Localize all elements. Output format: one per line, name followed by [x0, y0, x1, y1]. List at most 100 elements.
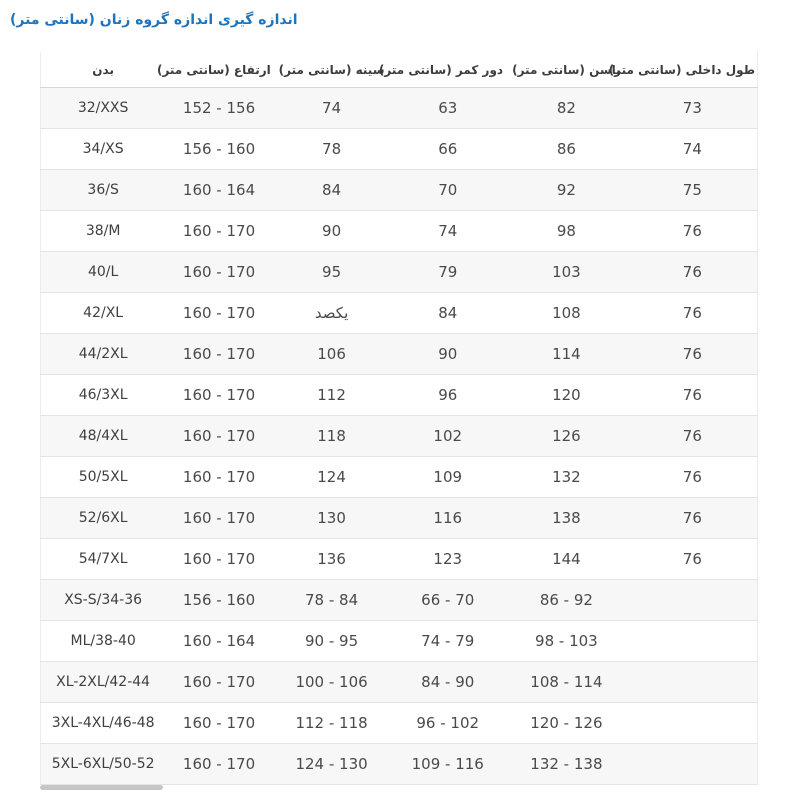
table-row: 48/4XL 160 - 170 118 102 126 76 — [40, 415, 758, 457]
table-cell-inseam — [627, 620, 758, 662]
table-cell-size: XL-2XL/42-44 — [40, 661, 166, 703]
column-header-hips: باسن (سانتی متر) — [505, 52, 628, 88]
table-cell-chest: 136 — [272, 538, 391, 580]
table-cell-size: 44/2XL — [40, 333, 166, 375]
table-cell-inseam — [627, 661, 758, 703]
table-cell-chest: 90 — [272, 210, 391, 252]
table-cell-inseam: 76 — [627, 497, 758, 539]
table-row: 34/XS 156 - 160 78 66 86 74 — [40, 128, 758, 170]
table-cell-hips: 132 - 138 — [505, 743, 628, 785]
table-cell-waist: 84 — [390, 292, 506, 334]
table-cell-hips: 120 - 126 — [505, 702, 628, 744]
table-cell-height: 160 - 170 — [165, 292, 273, 334]
table-cell-hips: 92 — [505, 169, 628, 211]
table-cell-waist: 90 — [390, 333, 506, 375]
table-cell-inseam: 74 — [627, 128, 758, 170]
table-cell-inseam — [627, 579, 758, 621]
table-cell-inseam — [627, 743, 758, 785]
table-row: 36/S 160 - 164 84 70 92 75 — [40, 169, 758, 211]
table-cell-waist: 102 — [390, 415, 506, 457]
table-cell-chest: 130 — [272, 497, 391, 539]
table-cell-inseam: 76 — [627, 538, 758, 580]
column-header-size: بدن — [40, 52, 166, 88]
horizontal-scrollbar-thumb[interactable] — [40, 785, 163, 790]
table-cell-height: 156 - 160 — [165, 128, 273, 170]
table-row: 44/2XL 160 - 170 106 90 114 76 — [40, 333, 758, 375]
table-cell-waist: 74 — [390, 210, 506, 252]
table-cell-waist: 66 — [390, 128, 506, 170]
table-cell-height: 160 - 170 — [165, 333, 273, 375]
table-cell-chest: 74 — [272, 87, 391, 129]
table-cell-waist: 84 - 90 — [390, 661, 506, 703]
table-cell-height: 160 - 170 — [165, 743, 273, 785]
table-cell-height: 160 - 164 — [165, 169, 273, 211]
table-cell-height: 160 - 170 — [165, 415, 273, 457]
table-cell-chest: 95 — [272, 251, 391, 293]
table-cell-size: 5XL-6XL/50-52 — [40, 743, 166, 785]
table-cell-size: 48/4XL — [40, 415, 166, 457]
table-cell-inseam: 76 — [627, 374, 758, 416]
table-cell-size: 54/7XL — [40, 538, 166, 580]
table-cell-height: 160 - 170 — [165, 374, 273, 416]
table-cell-chest: 78 — [272, 128, 391, 170]
table-cell-hips: 132 — [505, 456, 628, 498]
table-cell-height: 160 - 170 — [165, 210, 273, 252]
table-cell-hips: 98 - 103 — [505, 620, 628, 662]
table-cell-chest: 112 - 118 — [272, 702, 391, 744]
column-header-height: ارتفاع (سانتی متر) — [157, 52, 273, 88]
table-cell-hips: 103 — [505, 251, 628, 293]
table-cell-hips: 82 — [505, 87, 628, 129]
table-cell-hips: 144 — [505, 538, 628, 580]
table-row: 52/6XL 160 - 170 130 116 138 76 — [40, 497, 758, 539]
table-cell-size: 32/XXS — [40, 87, 166, 129]
table-header-row: بدن ارتفاع (سانتی متر) سینه (سانتی متر) دور… — [40, 52, 758, 88]
table-cell-chest: 78 - 84 — [272, 579, 391, 621]
table-cell-chest: 124 - 130 — [272, 743, 391, 785]
table-cell-chest: 112 — [272, 374, 391, 416]
table-row: 3XL-4XL/46-48 160 - 170 112 - 118 96 - 102 1… — [40, 702, 758, 744]
table-cell-inseam — [627, 702, 758, 744]
table-row: XS-S/34-36 156 - 160 78 - 84 66 - 70 86 - 92 — [40, 579, 758, 621]
table-cell-hips: 138 — [505, 497, 628, 539]
table-cell-inseam: 73 — [627, 87, 758, 129]
table-cell-size: 40/L — [40, 251, 166, 293]
table-row: 46/3XL 160 - 170 112 96 120 76 — [40, 374, 758, 416]
table-cell-size: 50/5XL — [40, 456, 166, 498]
table-cell-hips: 86 - 92 — [505, 579, 628, 621]
table-cell-height: 160 - 170 — [165, 456, 273, 498]
table-cell-chest: 90 - 95 — [272, 620, 391, 662]
table-cell-height: 160 - 170 — [165, 538, 273, 580]
table-row: 5XL-6XL/50-52 160 - 170 124 - 130 109 - 116… — [40, 743, 758, 785]
table-cell-chest: 100 - 106 — [272, 661, 391, 703]
table-cell-waist: 96 - 102 — [390, 702, 506, 744]
column-header-chest: سینه (سانتی متر) — [272, 52, 391, 88]
table-cell-chest: 106 — [272, 333, 391, 375]
table-cell-waist: 66 - 70 — [390, 579, 506, 621]
table-cell-inseam: 76 — [627, 210, 758, 252]
table-cell-size: 36/S — [40, 169, 166, 211]
table-cell-waist: 70 — [390, 169, 506, 211]
table-cell-height: 152 - 156 — [165, 87, 273, 129]
table-row: 32/XXS 152 - 156 74 63 82 73 — [40, 87, 758, 129]
table-cell-height: 160 - 164 — [165, 620, 273, 662]
table-cell-size: 3XL-4XL/46-48 — [40, 702, 166, 744]
table-cell-height: 160 - 170 — [165, 702, 273, 744]
table-row: 50/5XL 160 - 170 124 109 132 76 — [40, 456, 758, 498]
womens-size-table: بدن ارتفاع (سانتی متر) سینه (سانتی متر) دور… — [40, 52, 758, 785]
table-cell-chest: 118 — [272, 415, 391, 457]
table-cell-size: 34/XS — [40, 128, 166, 170]
table-row: 42/XL 160 - 170 یکصد 84 108 76 — [40, 292, 758, 334]
table-cell-chest: 124 — [272, 456, 391, 498]
size-table-container: بدن ارتفاع (سانتی متر) سینه (سانتی متر) دور… — [40, 52, 758, 790]
table-cell-waist: 123 — [390, 538, 506, 580]
table-cell-inseam: 76 — [627, 292, 758, 334]
table-cell-size: 52/6XL — [40, 497, 166, 539]
table-cell-height: 160 - 170 — [165, 251, 273, 293]
table-cell-inseam: 75 — [627, 169, 758, 211]
table-cell-hips: 108 - 114 — [505, 661, 628, 703]
column-header-inseam: طول داخلی (سانتی متر) — [609, 52, 758, 88]
table-row: XL-2XL/42-44 160 - 170 100 - 106 84 - 90 108… — [40, 661, 758, 703]
table-cell-size: 38/M — [40, 210, 166, 252]
table-cell-inseam: 76 — [627, 251, 758, 293]
